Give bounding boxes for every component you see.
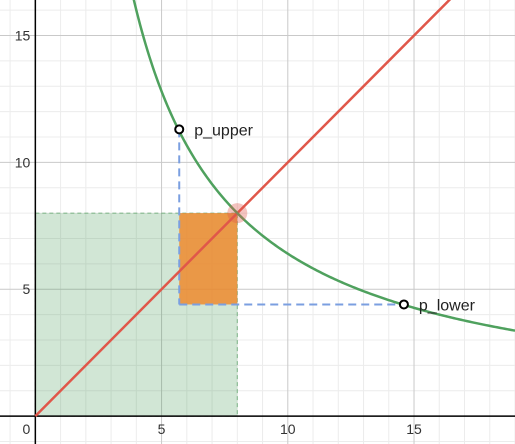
point-label-p-lower: p_lower [419, 297, 476, 314]
y-tick-label: 5 [23, 281, 31, 297]
point-p-lower[interactable] [400, 300, 408, 308]
x-tick-label: 10 [280, 421, 296, 437]
equilibrium-point [227, 203, 247, 223]
point-p-upper[interactable] [175, 125, 183, 133]
y-tick-label: 10 [15, 154, 31, 170]
y-tick-label: 15 [15, 28, 31, 44]
x-tick-label: 0 [23, 421, 31, 437]
x-tick-label: 5 [158, 421, 166, 437]
x-tick-label: 15 [406, 421, 422, 437]
orange-region [179, 213, 237, 304]
point-label-p-upper: p_upper [194, 122, 253, 139]
